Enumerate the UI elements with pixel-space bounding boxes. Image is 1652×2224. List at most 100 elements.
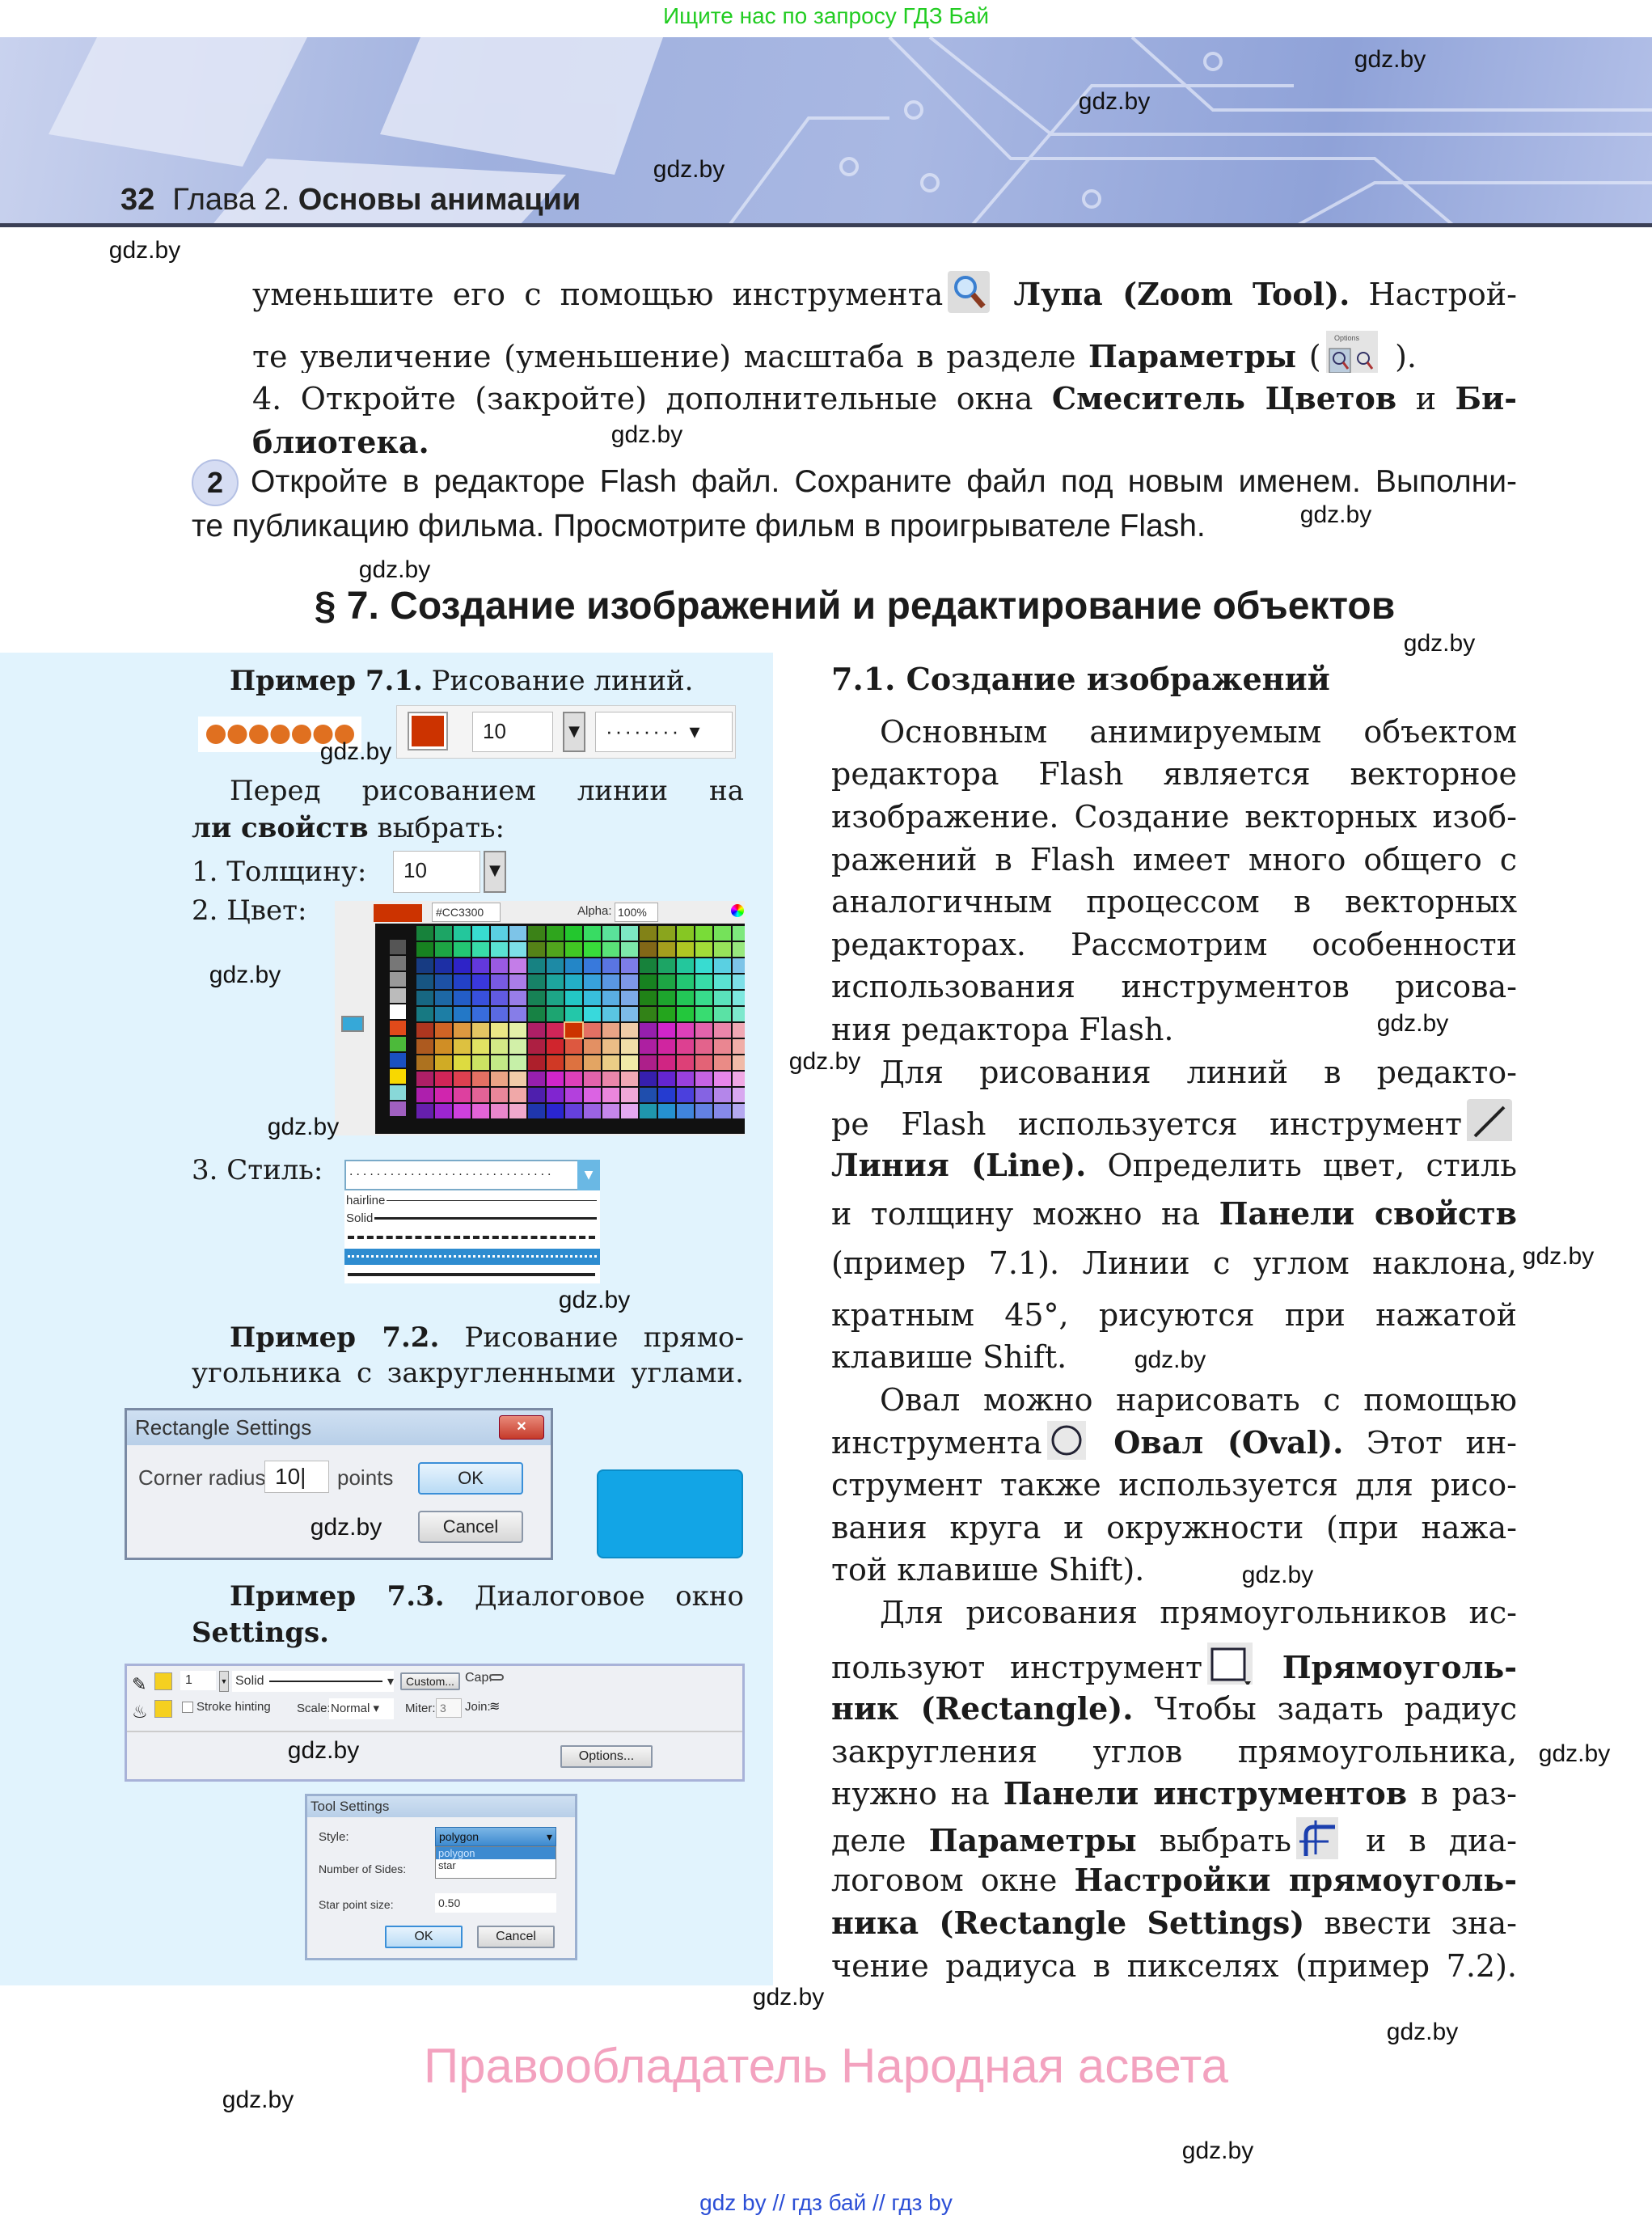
stroke-width-dropdown[interactable]: ▼ — [219, 1671, 229, 1692]
join-style-icon[interactable]: ≋ — [489, 1700, 501, 1714]
color-swatch[interactable] — [733, 1007, 745, 1021]
color-swatch[interactable] — [565, 926, 582, 941]
color-swatch[interactable] — [547, 1023, 564, 1038]
base-swatch[interactable] — [390, 1085, 406, 1100]
color-swatch[interactable] — [435, 942, 452, 957]
hex-field[interactable]: #CC3300 — [432, 903, 501, 922]
stroke-width-field[interactable]: 1 — [180, 1671, 216, 1690]
alpha-field[interactable]: 100% — [615, 903, 658, 922]
color-swatch[interactable] — [547, 1072, 564, 1086]
color-swatch[interactable] — [714, 975, 731, 989]
base-swatch[interactable] — [390, 1069, 406, 1084]
color-swatch[interactable] — [714, 1055, 731, 1070]
color-swatch[interactable] — [658, 942, 675, 957]
color-swatch[interactable] — [584, 1104, 601, 1118]
color-swatch[interactable] — [602, 942, 619, 957]
color-swatch[interactable] — [621, 991, 638, 1005]
color-swatch[interactable] — [677, 975, 694, 989]
color-swatch[interactable] — [733, 1023, 745, 1038]
style-option-dashed[interactable] — [348, 1236, 595, 1239]
color-swatch[interactable] — [640, 975, 657, 989]
color-swatch[interactable] — [714, 1104, 731, 1118]
color-swatch[interactable] — [565, 1039, 582, 1054]
color-swatch[interactable] — [565, 1007, 582, 1021]
color-swatch[interactable] — [528, 1072, 545, 1086]
base-swatch[interactable] — [390, 1037, 406, 1051]
color-swatch[interactable] — [714, 991, 731, 1005]
color-swatch[interactable] — [509, 926, 526, 941]
color-swatch[interactable] — [547, 1007, 564, 1021]
color-swatch[interactable] — [658, 1007, 675, 1021]
color-swatch[interactable] — [714, 1072, 731, 1086]
footer-links[interactable]: gdz by // гдз бай // гдз by — [699, 2190, 953, 2215]
thickness-field[interactable]: 10 — [393, 851, 480, 893]
close-button[interactable]: ✕ — [499, 1415, 544, 1440]
color-swatch[interactable] — [677, 942, 694, 957]
color-swatch[interactable] — [640, 1104, 657, 1118]
color-swatch[interactable] — [584, 958, 601, 973]
color-swatch[interactable] — [640, 1055, 657, 1070]
color-swatch[interactable] — [435, 975, 452, 989]
color-swatch[interactable] — [714, 926, 731, 941]
base-swatch[interactable] — [390, 940, 406, 954]
color-swatch[interactable] — [658, 975, 675, 989]
color-swatch[interactable] — [621, 1023, 638, 1038]
color-swatch[interactable] — [509, 1039, 526, 1054]
color-swatch[interactable] — [416, 942, 433, 957]
color-swatch[interactable] — [602, 1023, 619, 1038]
color-swatch[interactable] — [602, 958, 619, 973]
color-swatch[interactable] — [472, 1104, 489, 1118]
color-swatch[interactable] — [454, 1007, 471, 1021]
style-options-list[interactable]: polygon star — [435, 1846, 556, 1879]
base-swatch[interactable] — [390, 1021, 406, 1035]
color-swatch[interactable] — [695, 958, 712, 973]
color-swatch[interactable] — [491, 942, 508, 957]
color-swatch[interactable] — [584, 1039, 601, 1054]
color-swatch[interactable] — [602, 1088, 619, 1102]
color-swatch[interactable] — [416, 1055, 433, 1070]
color-swatch[interactable] — [416, 1023, 433, 1038]
color-swatch[interactable] — [435, 1023, 452, 1038]
color-swatch[interactable] — [472, 991, 489, 1005]
color-swatch[interactable] — [472, 975, 489, 989]
color-swatch[interactable] — [677, 1055, 694, 1070]
color-swatch[interactable] — [621, 926, 638, 941]
color-swatch[interactable] — [491, 1023, 508, 1038]
color-swatch[interactable] — [454, 1055, 471, 1070]
color-swatch[interactable] — [547, 958, 564, 973]
color-swatch[interactable] — [547, 1088, 564, 1102]
color-swatch[interactable] — [565, 958, 582, 973]
color-swatch[interactable] — [528, 975, 545, 989]
color-swatch[interactable] — [509, 975, 526, 989]
color-swatch[interactable] — [695, 1072, 712, 1086]
color-swatch[interactable] — [677, 926, 694, 941]
color-swatch[interactable] — [416, 975, 433, 989]
color-swatch[interactable] — [416, 1039, 433, 1054]
color-swatch[interactable] — [547, 1104, 564, 1118]
color-swatch[interactable] — [528, 1023, 545, 1038]
color-swatch[interactable] — [565, 1088, 582, 1102]
color-swatch[interactable] — [547, 975, 564, 989]
color-swatch[interactable] — [454, 1039, 471, 1054]
color-swatch[interactable] — [658, 1072, 675, 1086]
color-swatch[interactable] — [677, 991, 694, 1005]
color-swatch[interactable] — [714, 958, 731, 973]
color-swatch[interactable] — [454, 975, 471, 989]
base-swatch[interactable] — [390, 956, 406, 970]
color-swatch[interactable] — [733, 1088, 745, 1102]
color-swatch[interactable] — [454, 1072, 471, 1086]
color-swatch[interactable] — [528, 991, 545, 1005]
color-swatch[interactable] — [695, 926, 712, 941]
color-swatch[interactable] — [733, 958, 745, 973]
color-swatch[interactable] — [714, 1023, 731, 1038]
cancel-button[interactable]: Cancel — [477, 1926, 555, 1948]
ok-button[interactable]: OK — [418, 1462, 523, 1495]
color-swatch[interactable] — [509, 1007, 526, 1021]
color-swatch[interactable] — [454, 958, 471, 973]
color-swatch[interactable] — [695, 1039, 712, 1054]
color-swatch[interactable] — [658, 1088, 675, 1102]
color-swatch[interactable] — [714, 1088, 731, 1102]
color-swatch[interactable] — [509, 1088, 526, 1102]
color-swatch[interactable] — [435, 926, 452, 941]
color-swatch[interactable] — [602, 975, 619, 989]
